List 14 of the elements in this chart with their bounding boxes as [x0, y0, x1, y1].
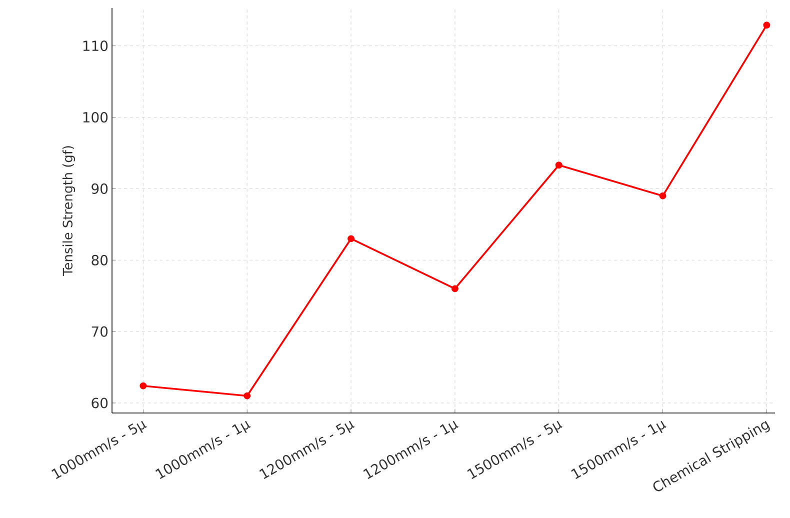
y-tick-label: 60	[92, 398, 108, 408]
y-tick-label: 100	[83, 112, 108, 123]
y-tick-label: 90	[92, 183, 108, 194]
y-tick-label: 70	[92, 326, 108, 337]
point	[348, 235, 355, 242]
point	[451, 285, 458, 292]
y-tick-label: 110	[83, 40, 108, 52]
y-tick-label: 80	[92, 254, 108, 266]
point	[659, 192, 666, 200]
y-axis-title: Tensile Strength (gf)	[62, 146, 76, 276]
point	[763, 22, 770, 29]
point	[244, 392, 251, 400]
point	[140, 382, 147, 390]
point	[555, 162, 562, 169]
